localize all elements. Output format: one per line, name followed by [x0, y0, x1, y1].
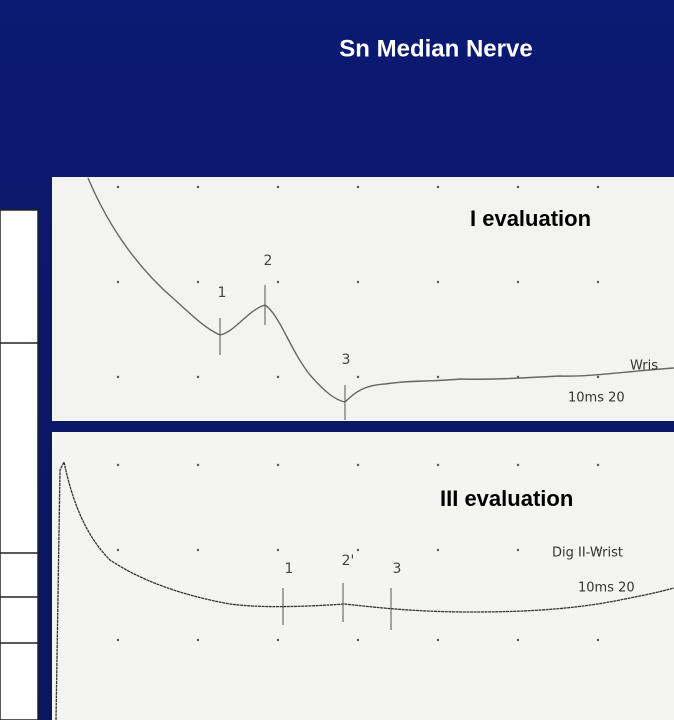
table-fragment	[0, 210, 38, 720]
grid-dot	[117, 186, 119, 188]
grid-dot	[517, 281, 519, 283]
grid-dot	[197, 639, 199, 641]
grid-dot	[517, 549, 519, 551]
grid-dot	[197, 376, 199, 378]
grid-dot	[357, 464, 359, 466]
grid-dot	[437, 376, 439, 378]
grid-dot	[597, 186, 599, 188]
grid-dot	[277, 639, 279, 641]
peak-label: 1	[218, 285, 227, 301]
trace-panel: 1 2' 3 III evaluation Dig II-Wrist 10ms …	[52, 432, 674, 720]
grid-dot	[437, 549, 439, 551]
grid-dot	[197, 281, 199, 283]
scale-label: 10ms 20	[568, 391, 625, 406]
grid-dot	[357, 376, 359, 378]
grid-dot	[597, 376, 599, 378]
grid-dot	[597, 639, 599, 641]
peak-label: 2	[264, 253, 273, 269]
grid-dot	[517, 639, 519, 641]
slide: Sn Median Nerve 1 2 3 I evaluation Wris …	[0, 0, 674, 720]
grid-dot	[117, 549, 119, 551]
grid-dot	[357, 639, 359, 641]
grid-dot	[437, 639, 439, 641]
grid-dot	[357, 549, 359, 551]
grid-dot	[597, 281, 599, 283]
grid-dot	[197, 464, 199, 466]
grid-dot	[197, 186, 199, 188]
grid-dot	[517, 464, 519, 466]
grid-dot	[277, 186, 279, 188]
grid-dot	[117, 376, 119, 378]
grid-dot	[277, 464, 279, 466]
peak-label: 2'	[342, 553, 355, 569]
grid-dot	[437, 281, 439, 283]
grid-dot	[437, 464, 439, 466]
grid-dot	[357, 186, 359, 188]
grid-dot	[277, 376, 279, 378]
site-label: Wris	[630, 359, 658, 374]
page: Sn Median Nerve 1 2 3 I evaluation Wris …	[0, 0, 674, 720]
site-label: Dig II-Wrist	[552, 546, 623, 561]
grid-dot	[517, 186, 519, 188]
grid-dot	[437, 186, 439, 188]
grid-dot	[277, 281, 279, 283]
grid-dot	[357, 281, 359, 283]
grid-dot	[117, 639, 119, 641]
grid-dot	[597, 464, 599, 466]
panel-label: I evaluation	[470, 206, 591, 231]
panel-label: III evaluation	[440, 486, 573, 511]
trace-panel: 1 2 3 I evaluation Wris 10ms 20	[52, 177, 674, 421]
peak-label: 1	[285, 561, 294, 577]
grid-dot	[197, 549, 199, 551]
grid-dot	[117, 281, 119, 283]
peak-label: 3	[342, 352, 351, 368]
grid-dot	[117, 464, 119, 466]
peak-label: 3	[393, 561, 402, 577]
slide-title: Sn Median Nerve	[339, 35, 532, 62]
grid-dot	[277, 549, 279, 551]
scale-label: 10ms 20	[578, 581, 635, 596]
